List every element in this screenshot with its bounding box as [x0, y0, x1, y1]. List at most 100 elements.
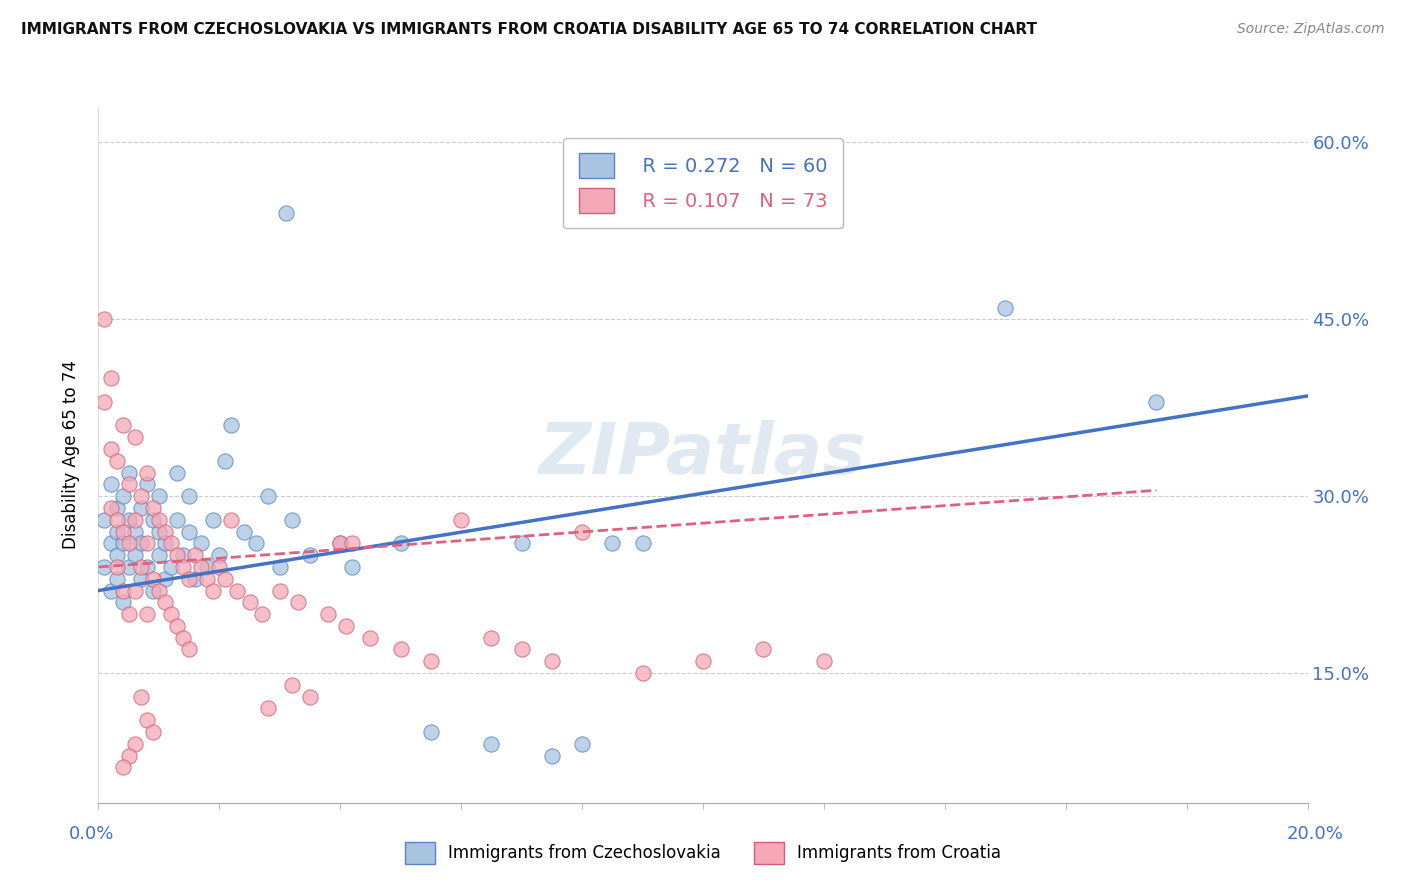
Point — [540, 654, 562, 668]
Point — [93, 395, 115, 409]
Point — [166, 513, 188, 527]
Point — [184, 572, 207, 586]
Point — [105, 524, 128, 539]
Point — [602, 536, 624, 550]
Point — [287, 595, 309, 609]
Point — [256, 489, 278, 503]
Point — [148, 524, 170, 539]
Point — [184, 548, 207, 562]
Point — [129, 489, 152, 503]
Point — [274, 206, 297, 220]
Point — [481, 737, 503, 751]
Point — [269, 583, 291, 598]
Point — [510, 536, 533, 550]
Point — [135, 536, 157, 550]
Legend:   R = 0.272   N = 60,   R = 0.107   N = 73: R = 0.272 N = 60, R = 0.107 N = 73 — [564, 137, 842, 228]
Point — [166, 619, 188, 633]
Point — [179, 489, 201, 503]
Point — [214, 572, 236, 586]
Point — [105, 572, 128, 586]
Point — [111, 536, 134, 550]
Text: IMMIGRANTS FROM CZECHOSLOVAKIA VS IMMIGRANTS FROM CROATIA DISABILITY AGE 65 TO 7: IMMIGRANTS FROM CZECHOSLOVAKIA VS IMMIGR… — [21, 22, 1038, 37]
Point — [208, 548, 231, 562]
Point — [269, 560, 291, 574]
Point — [172, 631, 194, 645]
Text: 20.0%: 20.0% — [1286, 825, 1343, 843]
Point — [153, 524, 176, 539]
Point — [129, 536, 152, 550]
Text: Source: ZipAtlas.com: Source: ZipAtlas.com — [1237, 22, 1385, 37]
Point — [142, 725, 165, 739]
Point — [752, 642, 775, 657]
Point — [360, 631, 382, 645]
Point — [179, 572, 201, 586]
Point — [256, 701, 278, 715]
Point — [124, 513, 146, 527]
Point — [195, 572, 218, 586]
Point — [299, 690, 322, 704]
Point — [190, 560, 212, 574]
Text: ZIPatlas: ZIPatlas — [540, 420, 866, 490]
Point — [105, 560, 128, 574]
Point — [226, 583, 249, 598]
Point — [124, 737, 146, 751]
Point — [93, 513, 115, 527]
Point — [111, 489, 134, 503]
Point — [135, 713, 157, 727]
Point — [1144, 395, 1167, 409]
Point — [100, 500, 122, 515]
Point — [335, 619, 357, 633]
Point — [148, 583, 170, 598]
Point — [142, 500, 165, 515]
Point — [111, 760, 134, 774]
Point — [202, 583, 225, 598]
Point — [124, 548, 146, 562]
Point — [105, 500, 128, 515]
Point — [142, 513, 165, 527]
Point — [208, 560, 231, 574]
Point — [129, 500, 152, 515]
Point — [100, 583, 122, 598]
Point — [153, 572, 176, 586]
Point — [118, 748, 141, 763]
Point — [342, 560, 364, 574]
Point — [994, 301, 1017, 315]
Point — [135, 560, 157, 574]
Point — [232, 524, 254, 539]
Point — [135, 607, 157, 621]
Point — [190, 536, 212, 550]
Point — [389, 536, 412, 550]
Point — [631, 536, 654, 550]
Point — [540, 748, 562, 763]
Point — [329, 536, 352, 550]
Point — [172, 548, 194, 562]
Point — [571, 737, 593, 751]
Point — [571, 524, 593, 539]
Point — [631, 666, 654, 681]
Point — [105, 454, 128, 468]
Point — [166, 466, 188, 480]
Point — [129, 560, 152, 574]
Point — [93, 312, 115, 326]
Point — [153, 595, 176, 609]
Point — [124, 430, 146, 444]
Point — [281, 678, 304, 692]
Point — [281, 513, 304, 527]
Point — [118, 477, 141, 491]
Point — [124, 583, 146, 598]
Point — [105, 513, 128, 527]
Point — [172, 560, 194, 574]
Point — [118, 513, 141, 527]
Point — [111, 524, 134, 539]
Point — [420, 654, 443, 668]
Point — [179, 524, 201, 539]
Point — [450, 513, 472, 527]
Point — [148, 489, 170, 503]
Text: 0.0%: 0.0% — [69, 825, 114, 843]
Point — [239, 595, 262, 609]
Y-axis label: Disability Age 65 to 74: Disability Age 65 to 74 — [62, 360, 80, 549]
Point — [142, 583, 165, 598]
Point — [166, 548, 188, 562]
Point — [100, 536, 122, 550]
Point — [124, 524, 146, 539]
